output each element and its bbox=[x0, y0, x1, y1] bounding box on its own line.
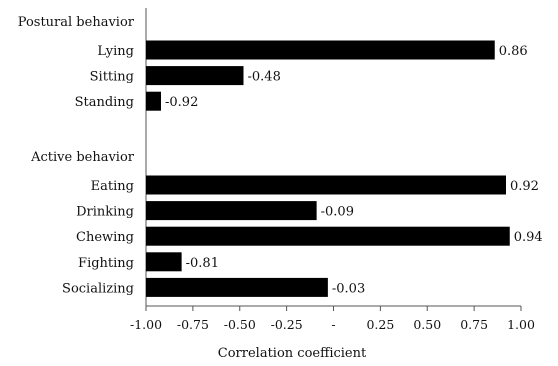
data-label: -0.81 bbox=[186, 256, 219, 271]
x-tick-label: -0.50 bbox=[224, 317, 256, 332]
category-label: Chewing bbox=[76, 230, 134, 245]
data-label: -0.09 bbox=[321, 205, 354, 220]
category-label: Socializing bbox=[62, 281, 134, 296]
bar bbox=[146, 41, 495, 60]
bar bbox=[146, 176, 506, 195]
x-tick-label: -0.25 bbox=[271, 317, 303, 332]
group-header: Active behavior bbox=[30, 150, 135, 165]
category-label: Standing bbox=[75, 95, 134, 110]
bar bbox=[146, 278, 328, 297]
x-tick-label: -1.00 bbox=[130, 317, 162, 332]
data-label: -0.48 bbox=[248, 70, 281, 85]
data-label: 0.92 bbox=[510, 179, 539, 194]
bar bbox=[146, 252, 182, 271]
bar bbox=[146, 66, 244, 85]
data-label: 0.94 bbox=[514, 230, 543, 245]
category-label: Lying bbox=[97, 44, 134, 59]
x-tick-label: -0.75 bbox=[177, 317, 209, 332]
category-label: Fighting bbox=[78, 256, 134, 271]
category-label: Sitting bbox=[90, 70, 134, 85]
x-tick-label: 0.25 bbox=[366, 317, 394, 332]
category-label: Drinking bbox=[76, 205, 134, 220]
category-label: Eating bbox=[91, 179, 134, 194]
x-tick-label: 0.75 bbox=[460, 317, 488, 332]
data-label: 0.86 bbox=[499, 44, 528, 59]
x-tick-label: - bbox=[331, 317, 335, 332]
data-label: -0.92 bbox=[165, 95, 198, 110]
group-header: Postural behavior bbox=[18, 15, 135, 30]
x-tick-label: 0.50 bbox=[413, 317, 441, 332]
bar bbox=[146, 201, 317, 220]
x-axis-title: Correlation coefficient bbox=[218, 346, 367, 361]
bar bbox=[146, 92, 161, 111]
x-tick-label: 1.00 bbox=[507, 317, 535, 332]
bar bbox=[146, 227, 510, 246]
data-label: -0.03 bbox=[332, 281, 365, 296]
